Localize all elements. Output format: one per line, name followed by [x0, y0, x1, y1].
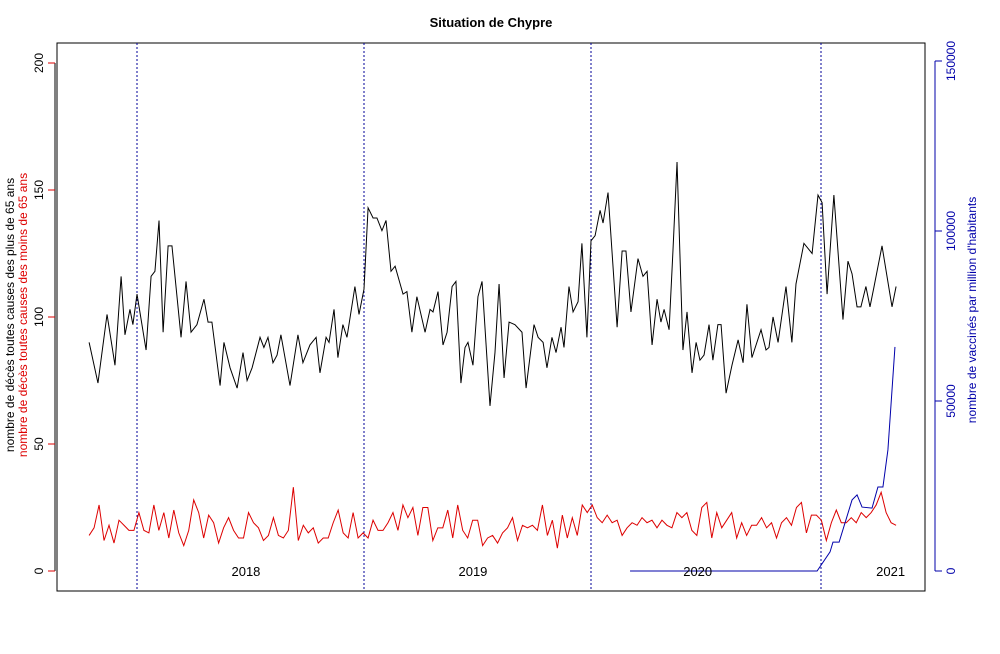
year-label: 2021 — [876, 564, 905, 579]
year-label: 2019 — [458, 564, 487, 579]
plot-frame — [56, 42, 926, 592]
left-tick-label: 50 — [32, 437, 46, 451]
left-axis-title-over65: nombre de décès toutes causes des plus d… — [3, 178, 17, 452]
right-tick-label: 150000 — [944, 41, 958, 81]
left-tick-label: 200 — [32, 53, 46, 73]
right-tick-label: 100000 — [944, 211, 958, 251]
right-axis-title: nombre de vaccinés par million d'habitan… — [965, 197, 979, 423]
left-tick-label: 100 — [32, 307, 46, 327]
left-tick-label: 150 — [32, 180, 46, 200]
series: 2018 2019 2020 2021 — [88, 162, 905, 579]
left-tick-label: 0 — [32, 567, 46, 574]
left-axis-titles: nombre de décès toutes causes des plus d… — [3, 173, 30, 457]
left-axis-title-under65: nombre de décès toutes causes des moins … — [16, 173, 30, 457]
year-label: 2020 — [683, 564, 712, 579]
axes: 0 50 100 150 200 0 50000 100000 150000 — [32, 41, 958, 591]
chart-title: Situation de Chypre — [430, 15, 553, 30]
series-under65-line — [88, 487, 897, 549]
right-tick-label: 50000 — [944, 384, 958, 418]
right-tick-label: 0 — [944, 567, 958, 574]
series-vaccinated-line — [630, 346, 896, 572]
series-over65-line — [88, 162, 897, 406]
year-label: 2018 — [231, 564, 260, 579]
